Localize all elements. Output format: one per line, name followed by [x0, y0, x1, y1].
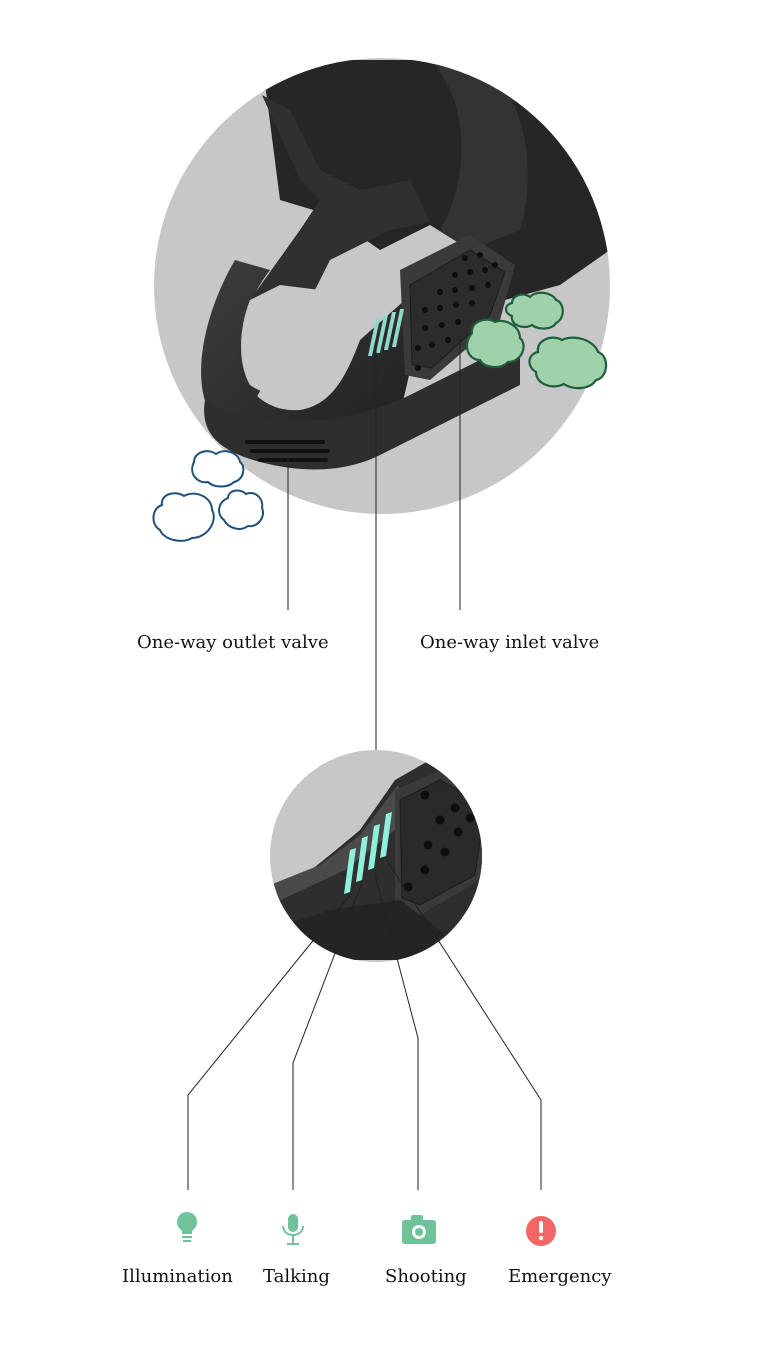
led-strips-top: [367, 309, 405, 356]
outlet-air-clouds: [152, 450, 264, 542]
feature-illumination-label: Illumination: [122, 1266, 233, 1287]
inlet-air-clouds: [465, 291, 608, 390]
feature-talking-label: Talking: [263, 1266, 330, 1287]
valve-callout-lines: [287, 340, 461, 750]
feature-shooting-label: Shooting: [385, 1266, 467, 1287]
outlet-vent-slits: [245, 440, 330, 462]
led-detail-circle: [270, 750, 482, 962]
inlet-valve-label: One-way inlet valve: [420, 632, 600, 653]
lightbulb-icon: [177, 1212, 197, 1242]
feature-emergency-label: Emergency: [508, 1266, 612, 1287]
device-closeup-circle: [154, 58, 610, 514]
alert-icon: [526, 1216, 556, 1246]
camera-icon: [402, 1215, 436, 1244]
feature-callout-lines: [187, 858, 542, 1190]
microphone-icon: [282, 1214, 304, 1245]
led-strips-detail: [344, 812, 392, 894]
inlet-holes: [415, 252, 498, 371]
outlet-valve-label: One-way outlet valve: [137, 632, 329, 653]
